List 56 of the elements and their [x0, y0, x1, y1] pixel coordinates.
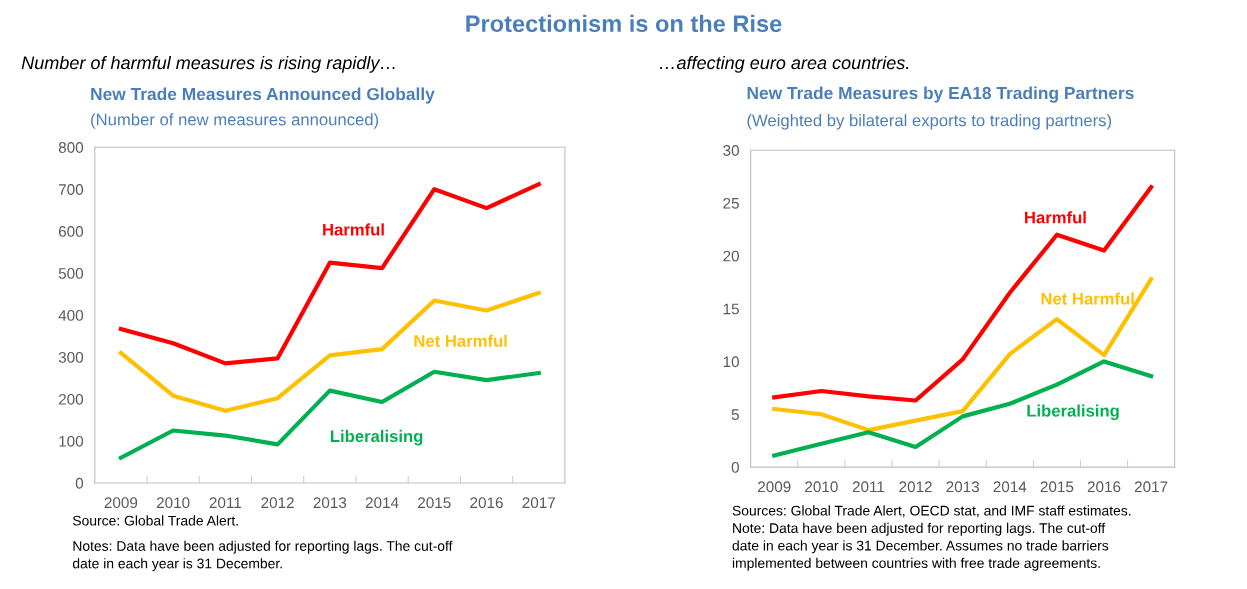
- y-tick-label: 100: [59, 435, 84, 447]
- y-tick-label: 700: [58, 184, 84, 195]
- x-tick-label: 2016: [470, 497, 503, 509]
- x-tick-label: 2009: [104, 497, 138, 509]
- x-tick-label: 2012: [261, 497, 294, 509]
- source-note: Sources: Global Trade Alert, OECD stat, and IMF staff estimates. Note: Data have been adjusted for reporting lags. The cut-off date in each year is 31 December. Assumes no trade barriers implemented between countries with free trade agreements.: [732, 505, 1131, 571]
- x-tick-label: 2011: [852, 481, 885, 493]
- y-tick-label: 5: [731, 409, 739, 420]
- y-tick-label: 0: [731, 461, 739, 473]
- source-note: Source: Global Trade Alert.: [72, 515, 238, 526]
- y-tick-label: 800: [58, 142, 84, 153]
- y-tick-label: 20: [723, 250, 739, 262]
- line-series: [118, 182, 541, 366]
- y-tick-label: 0: [75, 477, 84, 489]
- x-tick-label: 2010: [156, 497, 190, 509]
- y-tick-label: 400: [58, 309, 84, 321]
- x-tick-label: 2013: [313, 497, 347, 509]
- line-series: [772, 276, 1154, 433]
- x-tick-label: 2017: [1134, 481, 1168, 493]
- x-tick-label: 2014: [993, 481, 1027, 493]
- x-tick-label: 2014: [365, 497, 399, 509]
- series-label: Harmful: [323, 223, 384, 236]
- x-tick-label: 2015: [1040, 481, 1074, 493]
- y-tick-label: 25: [723, 197, 739, 209]
- y-tick-label: 300: [58, 351, 84, 363]
- x-tick-label: 2011: [209, 497, 242, 509]
- series-label: Harmful: [1025, 211, 1086, 224]
- text: Protectionism is on the Rise: [466, 14, 782, 33]
- x-tick-label: 2013: [946, 481, 980, 493]
- y-tick-label: 10: [723, 356, 739, 368]
- chart-subtitle: (Weighted by bilateral exports to trading partners): [747, 114, 1112, 130]
- x-tick-label: 2009: [758, 481, 791, 493]
- y-tick-label: 15: [723, 303, 739, 315]
- x-tick-label: 2016: [1087, 481, 1121, 493]
- line-series: [118, 290, 541, 413]
- text: Notes: Data have been adjusted for reporting lags. The cut-off date in each year is 31 December.: [72, 540, 453, 572]
- line-series: [772, 359, 1154, 458]
- series-label: Liberalising: [1027, 404, 1119, 421]
- x-tick-label: 2017: [522, 497, 555, 509]
- chart-subtitle: (Number of new measures announced): [91, 113, 379, 129]
- series-label: Net Harmful: [414, 334, 507, 347]
- y-tick-label: 30: [723, 145, 739, 156]
- y-tick-label: 500: [58, 268, 84, 279]
- chart-title: New Trade Measures by EA18 Trading Partners: [747, 86, 1134, 103]
- y-tick-label: 200: [58, 393, 84, 405]
- x-tick-label: 2015: [418, 497, 451, 509]
- series-label: Liberalising: [330, 429, 423, 446]
- chart-title: New Trade Measures Announced Globally: [91, 87, 435, 104]
- x-tick-label: 2012: [899, 481, 932, 493]
- line-series: [118, 369, 541, 460]
- text: Number of harmful measures is rising rapidly…: [21, 55, 395, 73]
- x-tick-label: 2010: [805, 481, 838, 493]
- y-tick-label: 600: [58, 226, 84, 237]
- line-series: [772, 185, 1154, 403]
- series-label: Net Harmful: [1041, 292, 1134, 305]
- text: …affecting euro area countries.: [660, 55, 909, 73]
